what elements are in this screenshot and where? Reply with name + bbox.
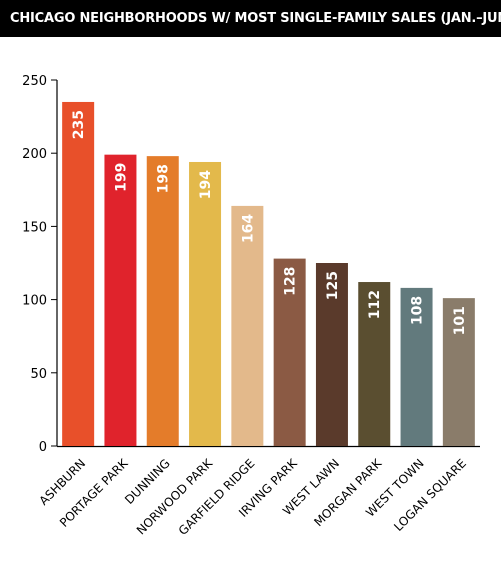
y-tick-label: 50 [30, 367, 47, 382]
bar [400, 287, 433, 446]
bar-value-label: 128 [283, 267, 299, 296]
data-labels: 235 199 198 194 164 128 125 112 108 101 [71, 110, 468, 335]
bar-value-label: 235 [71, 110, 87, 139]
bar [442, 298, 475, 446]
y-tick-label: 200 [22, 147, 47, 162]
bar-value-label: 164 [240, 214, 256, 243]
bar-value-label: 125 [325, 271, 341, 300]
y-tick-label: 150 [22, 220, 47, 235]
x-tick-label: LOGAN SQUARE [391, 456, 469, 534]
bar-chart: 235 199 198 194 164 128 125 112 108 101 ASHBURNPO… [22, 74, 480, 538]
y-tick-labels: 0 50 100 150 200 250 [22, 74, 47, 455]
bar [104, 154, 137, 446]
bar-value-label: 112 [367, 290, 383, 319]
bar [315, 263, 348, 446]
chart-axes [51, 79, 480, 448]
y-tick-label: 0 [39, 440, 47, 455]
bar [189, 161, 222, 446]
bar-value-label: 101 [452, 306, 468, 335]
bar-value-label: 194 [198, 170, 214, 199]
chart-title: CHICAGO NEIGHBORHOODS W/ MOST SINGLE-FAM… [0, 0, 501, 37]
bar-value-label: 199 [113, 163, 129, 192]
chart-bars [62, 101, 475, 447]
bar-value-label: 108 [410, 296, 426, 325]
bar [62, 101, 95, 447]
bar-value-label: 198 [156, 164, 172, 193]
bar [231, 205, 264, 446]
bar [273, 258, 306, 446]
bar [146, 156, 179, 446]
x-tick-label: GARFIELD RIDGE [176, 456, 258, 538]
y-tick-label: 250 [22, 74, 47, 89]
bar [358, 282, 391, 446]
y-tick-label: 100 [22, 294, 47, 309]
x-tick-label: NORWOOD PARK [134, 455, 216, 537]
